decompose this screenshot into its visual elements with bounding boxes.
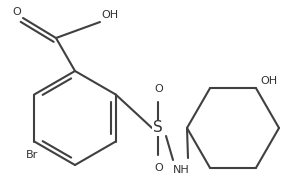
Text: O: O [155,163,163,173]
Text: Br: Br [26,150,38,160]
Text: S: S [153,121,163,135]
Text: OH: OH [260,76,277,86]
Text: NH: NH [173,165,190,175]
Text: O: O [12,7,21,17]
Text: O: O [155,84,163,94]
Text: OH: OH [101,10,118,20]
